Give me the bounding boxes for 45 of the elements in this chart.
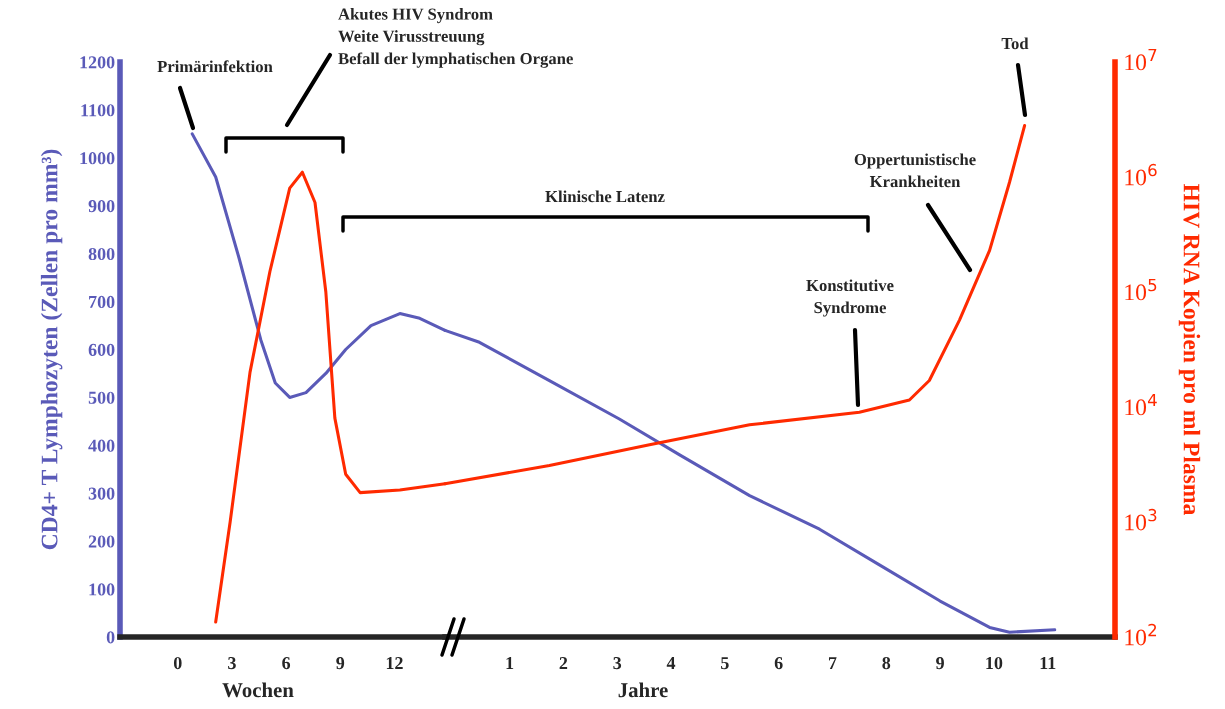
x-tick-label: 5	[721, 657, 729, 670]
x-tick-label: 2	[559, 657, 568, 669]
x-tick-label: 11	[1040, 657, 1056, 669]
x-tick-label: 7	[828, 657, 837, 669]
x-tick-label: 12	[386, 657, 403, 669]
text: Jahre	[618, 682, 668, 698]
y-tick-label: 800	[88, 247, 115, 261]
annotation: Oppertunistische Krankheiten	[854, 153, 976, 188]
annotation: Klinische Latenz	[545, 190, 665, 203]
y-tick-label: 1200	[80, 56, 115, 69]
y2-tick-label: 10$^{2}$	[1125, 623, 1157, 646]
x-tick-label: 1	[506, 657, 514, 669]
y-tick-label: 100	[89, 583, 115, 596]
x-tick-label: 6	[774, 657, 783, 670]
annotation: Akutes HIV Syndrom Weite Virusstreuung Befall der lymphatischen Organe	[338, 8, 573, 68]
y2-tick-label: 10$^{5}$	[1125, 278, 1157, 301]
y-tick-label: 900	[88, 200, 115, 213]
x-tick-label: 9	[336, 657, 345, 670]
y2-tick-label: 10$^{7}$	[1125, 48, 1157, 71]
text: Wochen	[222, 682, 294, 698]
x-tick-label: 3	[228, 657, 236, 670]
x-tick-label: 0	[173, 656, 182, 670]
text: Tod	[1001, 37, 1029, 50]
y-tick-label: 600	[88, 343, 115, 356]
y2-axis-title: HIV RNA Kopien pro ml Plasma	[1178, 184, 1201, 515]
annotation: Konstitutive Syndrome	[806, 279, 894, 317]
x-tick-label: 6	[282, 657, 291, 670]
y2-tick-label: 10$^{3}$	[1125, 508, 1157, 531]
y-tick-label: 1000	[80, 152, 115, 165]
y-tick-label: 1100	[81, 104, 115, 117]
y-tick-label: 400	[88, 439, 115, 452]
y-tick-label: 0	[106, 631, 115, 644]
x-tick-label: 9	[936, 657, 944, 670]
x-tick-label: 8	[882, 656, 891, 670]
y-axis-title: CD4+ T Lymphozyten (Zellen pro mm³)	[40, 149, 63, 550]
y-tick-label: 200	[88, 535, 115, 548]
x-tick-label: 3	[613, 657, 622, 670]
y-tick-label: 500	[88, 391, 115, 404]
y2-tick-label: 10$^{6}$	[1125, 163, 1157, 186]
y-tick-label: 300	[88, 487, 115, 500]
x-tick-label: 10	[986, 656, 1003, 670]
y-tick-label: 700	[89, 295, 115, 309]
annotation: Primärinfektion	[157, 60, 273, 73]
y2-tick-label: 10$^{4}$	[1125, 393, 1157, 416]
x-tick-label: 4	[666, 657, 676, 669]
